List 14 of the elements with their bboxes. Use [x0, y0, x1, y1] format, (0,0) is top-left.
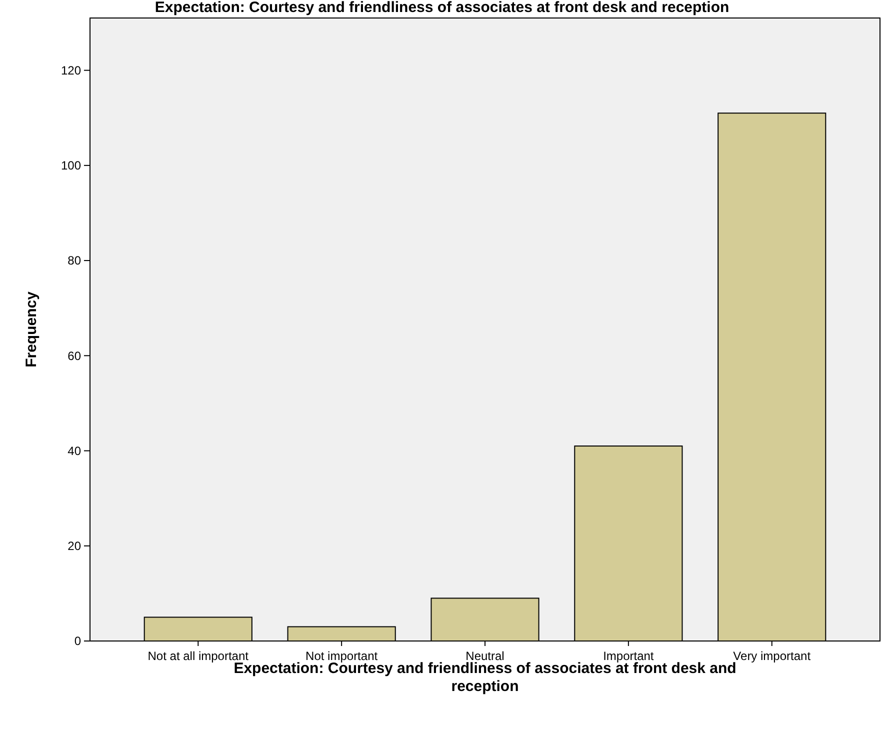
y-tick-label: 20	[68, 539, 82, 554]
y-axis-title: Frequency	[23, 290, 40, 368]
chart-title: Expectation: Courtesy and friendliness of associates at front desk and reception	[154, 0, 730, 16]
x-tick-label: Very important	[733, 649, 812, 663]
y-tick-label: 100	[60, 158, 82, 173]
y-tick-label: 60	[68, 348, 82, 363]
y-tick-label: 0	[74, 634, 82, 648]
x-tick-label: Not at all important	[148, 649, 250, 663]
x-tick-label: Important	[603, 649, 654, 663]
x-tick-label: Not important	[306, 649, 378, 663]
y-tick-label: 120	[60, 64, 82, 78]
y-tick-label: 40	[68, 444, 82, 458]
y-tick-label: 80	[68, 254, 82, 268]
x-tick-label: Neutral	[466, 649, 504, 663]
